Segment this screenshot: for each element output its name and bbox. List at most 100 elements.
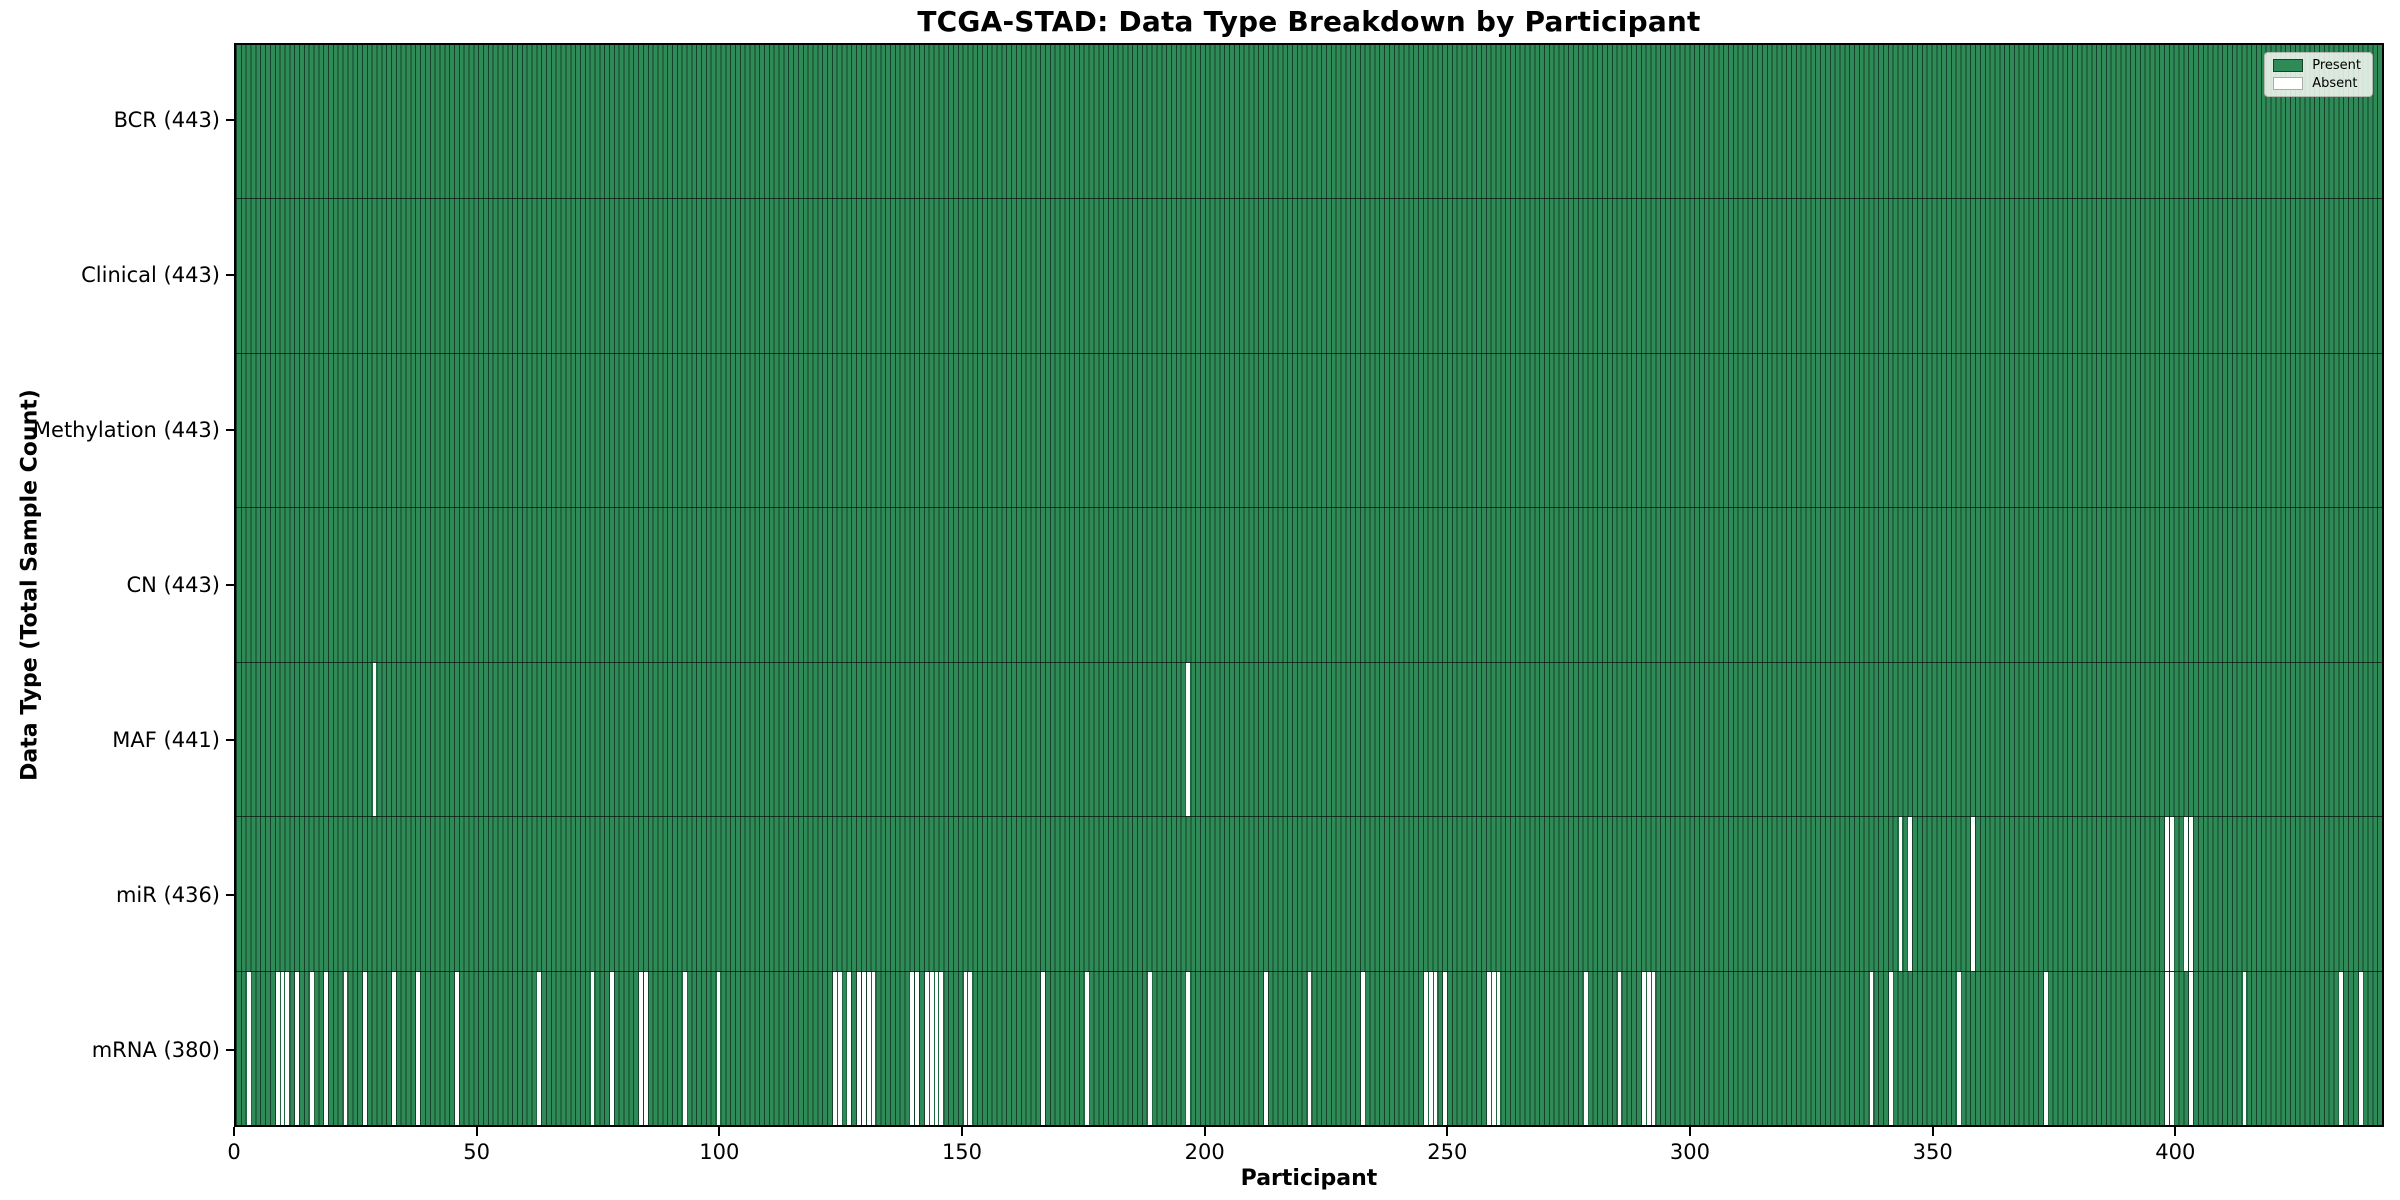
absent-bar [2165, 817, 2169, 971]
absent-bar [1186, 662, 1191, 817]
y-tick [226, 893, 234, 896]
absent-bar [1869, 971, 1874, 1125]
legend-label-present: Present [2312, 58, 2361, 73]
absent-bar [939, 971, 944, 1125]
absent-bar [910, 971, 915, 1125]
absent-bar [372, 662, 377, 817]
chart-title: TCGA-STAD: Data Type Breakdown by Partic… [917, 5, 1701, 38]
absent-bar [639, 971, 643, 1125]
absent-bar [1147, 971, 1152, 1125]
absent-bar [934, 971, 939, 1125]
absent-bar [832, 971, 837, 1125]
x-tick [233, 1127, 235, 1136]
absent-bar [1433, 971, 1438, 1125]
absent-bar [362, 971, 367, 1125]
y-tick [226, 1048, 234, 1051]
legend-entry-present: Present [2273, 59, 2361, 72]
absent-bar [682, 971, 687, 1125]
x-tick-label: 300 [1669, 1140, 1711, 1164]
legend-swatch-absent [2273, 77, 2304, 90]
absent-bar [2189, 971, 2194, 1125]
y-tick-label: Clinical (443) [81, 263, 220, 288]
absent-bar [2358, 971, 2363, 1125]
x-tick-label: 50 [463, 1140, 491, 1164]
plot-area: Present Absent [234, 43, 2384, 1127]
absent-bar [2043, 971, 2048, 1125]
absent-bar [1486, 971, 1491, 1125]
absent-bar [1956, 971, 1961, 1125]
absent-bar [1496, 971, 1501, 1125]
absent-bar [963, 971, 968, 1125]
absent-bar [343, 971, 348, 1125]
row-miR [236, 816, 2382, 971]
legend: Present Absent [2264, 52, 2373, 97]
absent-bar [285, 971, 290, 1125]
absent-bar [1583, 971, 1588, 1125]
absent-bar [716, 971, 721, 1125]
y-tick [226, 429, 234, 432]
y-axis-title: Data Type (Total Sample Count) [17, 389, 43, 781]
absent-bar [1307, 971, 1312, 1125]
absent-bar [246, 971, 251, 1125]
absent-bar [924, 971, 929, 1125]
absent-bar [416, 971, 421, 1125]
y-tick [226, 119, 234, 122]
absent-bar [1641, 971, 1646, 1125]
absent-bar [1360, 971, 1365, 1125]
x-tick-label: 100 [699, 1140, 740, 1164]
absent-bar [537, 971, 542, 1125]
row-Methylation [236, 352, 2382, 508]
absent-bar [610, 971, 614, 1125]
absent-bar [1041, 971, 1045, 1125]
absent-bar [392, 971, 396, 1125]
x-tick-label: 350 [1912, 1140, 1953, 1164]
y-tick-label: miR (436) [115, 882, 220, 907]
absent-bar [1491, 971, 1496, 1125]
absent-bar [1888, 971, 1893, 1125]
absent-bar [275, 971, 280, 1125]
absent-bar [2165, 971, 2169, 1125]
absent-bar [1898, 817, 1903, 971]
x-tick [1203, 1127, 1206, 1136]
x-tick-label: 0 [227, 1140, 241, 1164]
x-tick [1446, 1127, 1449, 1136]
absent-bar [1443, 971, 1448, 1125]
y-tick [226, 738, 234, 741]
absent-bar [1971, 817, 1976, 971]
y-tick [226, 584, 234, 586]
absent-bar [324, 971, 329, 1125]
absent-bar [929, 971, 934, 1125]
x-tick-label: 200 [1184, 1140, 1225, 1164]
absent-bar [1908, 817, 1913, 971]
absent-bar [1423, 971, 1428, 1125]
absent-bar [309, 971, 314, 1125]
absent-bar [2189, 817, 2194, 971]
x-tick-label: 400 [2155, 1140, 2196, 1164]
absent-bar [1646, 971, 1651, 1125]
absent-bar [2169, 971, 2174, 1125]
y-tick [226, 274, 234, 277]
row-mRNA [236, 970, 2382, 1125]
legend-entry-absent: Absent [2273, 77, 2361, 90]
absent-bar [847, 971, 852, 1125]
row-CN [236, 507, 2382, 662]
x-tick [2174, 1127, 2177, 1136]
absent-bar [280, 971, 285, 1125]
y-tick-label: BCR (443) [113, 108, 220, 133]
absent-bar [866, 971, 871, 1125]
row-MAF [236, 661, 2382, 817]
absent-bar [590, 971, 595, 1125]
legend-swatch-present [2273, 59, 2304, 72]
absent-bar [2339, 971, 2344, 1125]
x-tick [1688, 1127, 1691, 1136]
x-tick [718, 1127, 721, 1136]
x-tick [1931, 1127, 1934, 1136]
y-tick-label: Methylation (443) [32, 418, 220, 443]
absent-bar [2184, 817, 2189, 971]
x-tick [475, 1127, 478, 1136]
x-tick-label: 150 [941, 1140, 983, 1164]
y-tick-label: MAF (441) [112, 727, 220, 752]
absent-bar [295, 971, 299, 1125]
y-tick-label: CN (443) [126, 573, 220, 597]
